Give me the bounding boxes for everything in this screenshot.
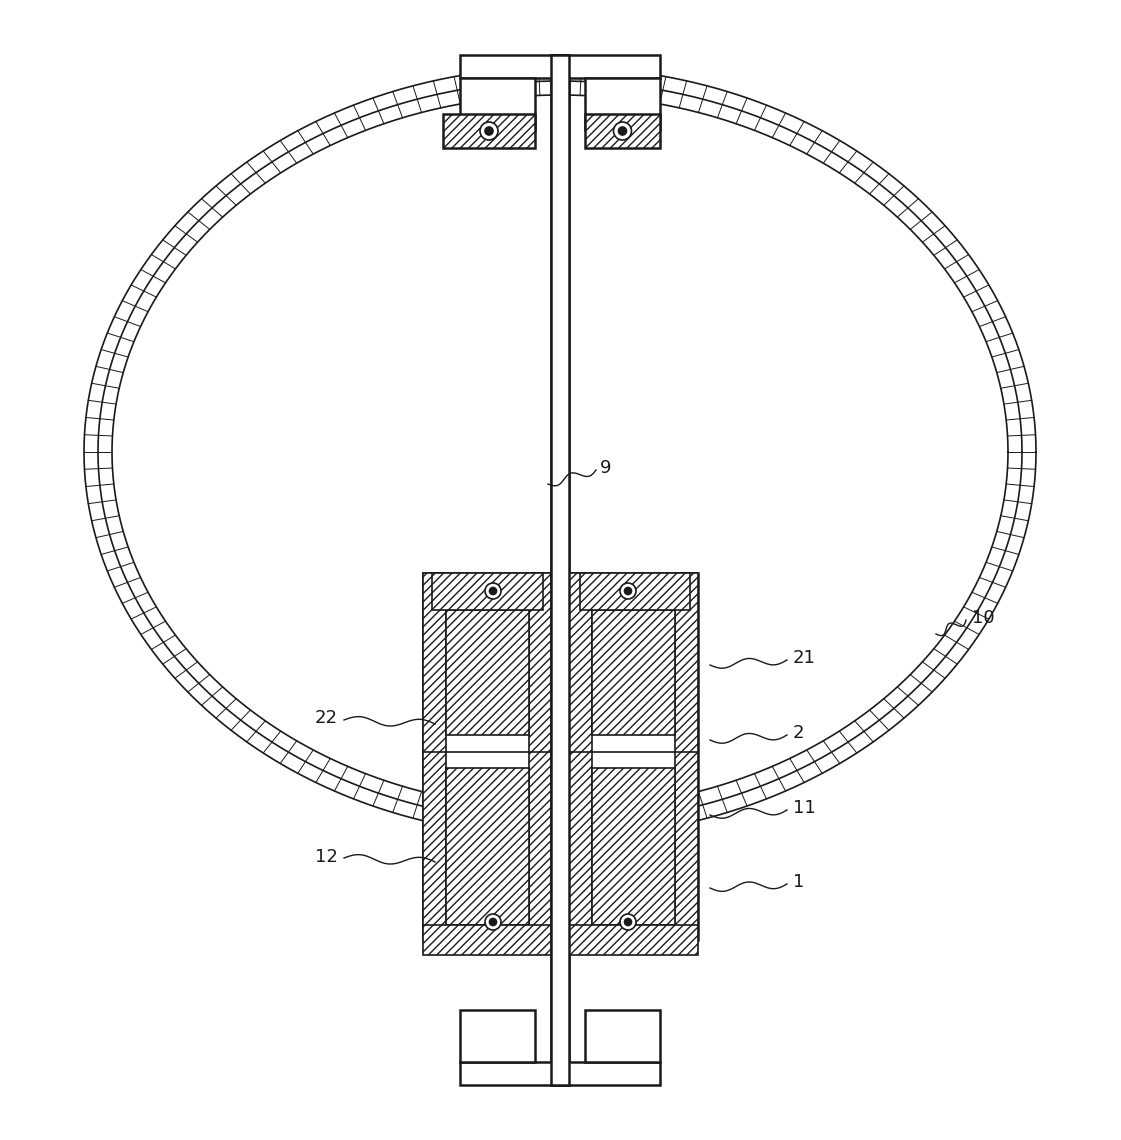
Bar xyxy=(460,78,535,130)
Circle shape xyxy=(620,583,636,598)
Bar xyxy=(460,55,660,78)
Bar xyxy=(423,573,446,940)
Bar xyxy=(432,573,543,610)
Bar xyxy=(529,573,552,940)
Text: 22: 22 xyxy=(315,709,339,727)
Bar xyxy=(446,768,529,925)
Bar xyxy=(423,573,552,940)
Circle shape xyxy=(490,919,497,926)
Circle shape xyxy=(620,914,636,930)
Text: 21: 21 xyxy=(793,649,816,667)
Circle shape xyxy=(624,587,631,594)
Bar xyxy=(552,55,569,1085)
Circle shape xyxy=(613,122,631,140)
Bar xyxy=(569,573,592,940)
Circle shape xyxy=(624,919,631,926)
Bar xyxy=(585,114,660,148)
Circle shape xyxy=(619,127,627,135)
Text: 12: 12 xyxy=(315,848,339,866)
Circle shape xyxy=(485,914,501,930)
Text: 11: 11 xyxy=(793,799,816,817)
Text: 1: 1 xyxy=(793,873,805,891)
Bar xyxy=(585,1010,660,1062)
Bar xyxy=(443,114,535,148)
Bar xyxy=(675,573,698,940)
Bar xyxy=(552,55,569,1085)
Bar xyxy=(569,573,698,940)
Text: 9: 9 xyxy=(600,459,611,477)
Circle shape xyxy=(485,127,493,135)
Text: 10: 10 xyxy=(972,609,994,627)
Bar xyxy=(569,925,698,955)
Bar xyxy=(585,78,660,130)
Bar xyxy=(460,1062,660,1085)
Bar xyxy=(580,573,691,610)
Circle shape xyxy=(480,122,498,140)
Circle shape xyxy=(485,583,501,598)
Bar xyxy=(592,768,675,925)
Ellipse shape xyxy=(112,95,1008,809)
Bar xyxy=(423,925,552,955)
Circle shape xyxy=(490,587,497,594)
Bar xyxy=(460,1010,535,1062)
Text: 2: 2 xyxy=(793,724,805,742)
Bar xyxy=(446,610,529,735)
Bar xyxy=(592,610,675,735)
